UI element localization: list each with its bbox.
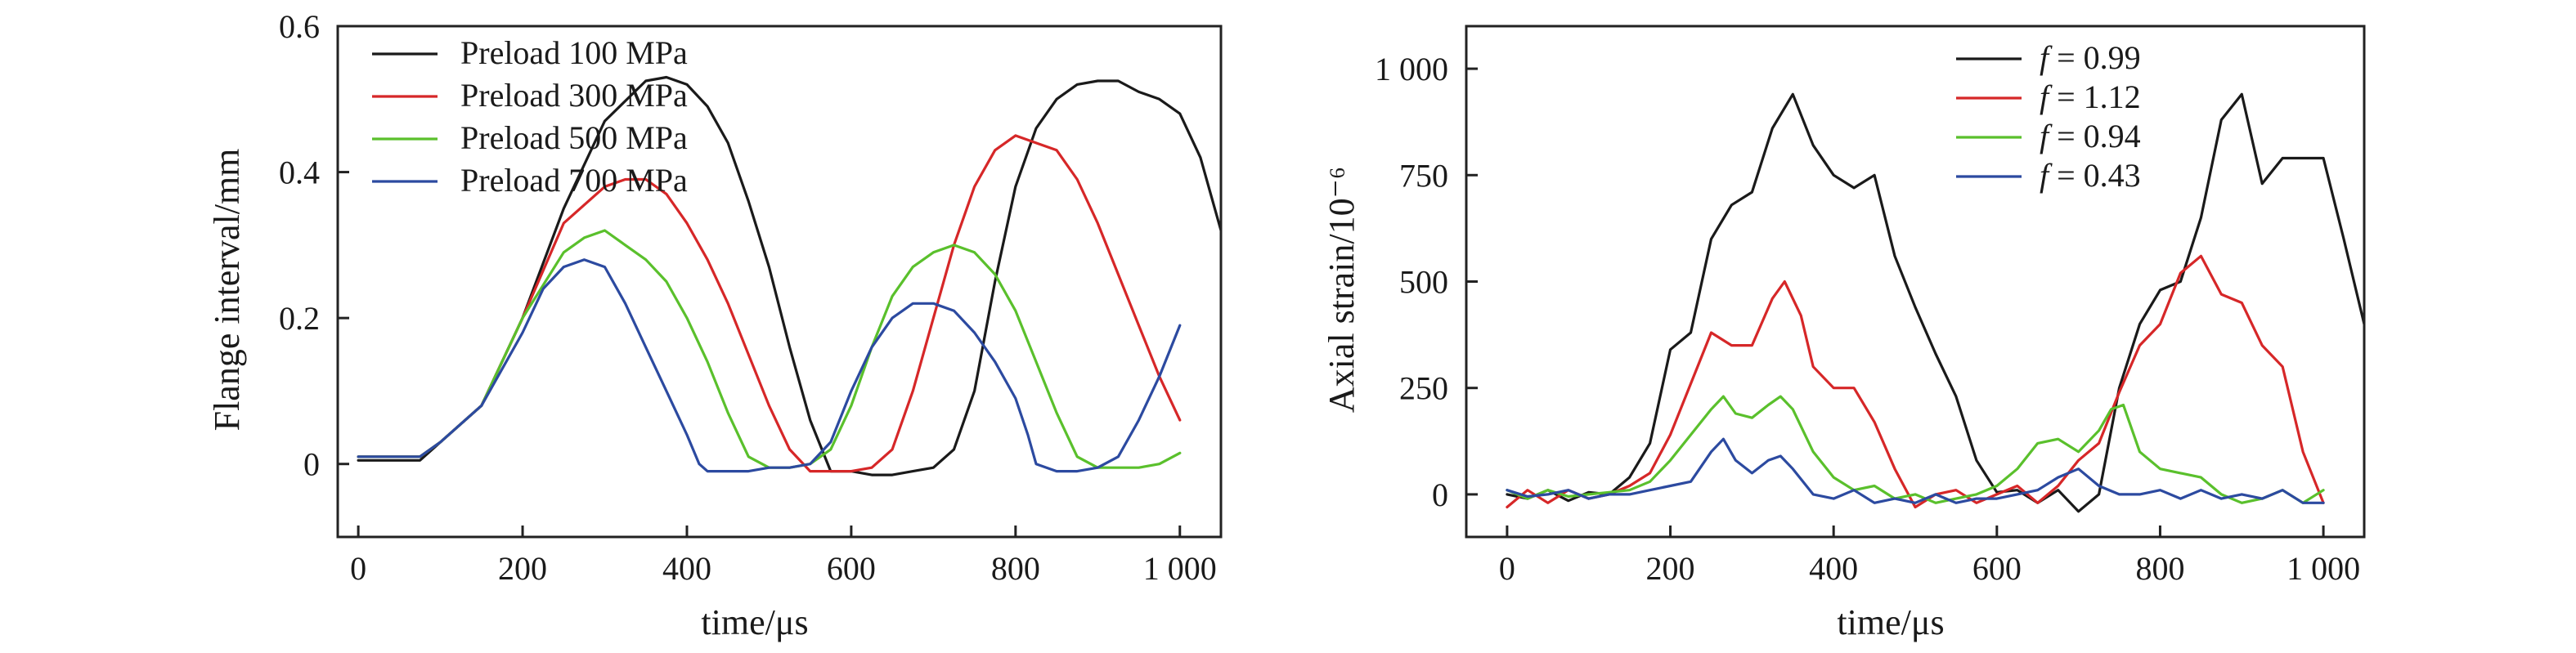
y-tick-label: 1 000	[1375, 51, 1448, 87]
x-tick-label: 1 000	[2287, 550, 2360, 587]
series-group	[357, 75, 1221, 476]
series-line-4	[1506, 437, 2325, 504]
x-tick-label: 200	[1646, 550, 1695, 587]
x-tick-label: 600	[1972, 550, 2022, 587]
series-group	[1506, 92, 2364, 513]
series-line-3	[1506, 395, 2325, 504]
series-line-1	[1506, 92, 2364, 513]
y-axis-label: Flange interval/mm	[207, 149, 247, 432]
x-tick-label: 600	[827, 550, 876, 587]
y-tick-label: 250	[1399, 370, 1448, 407]
x-tick-label: 1 000	[1143, 550, 1217, 587]
y-tick-label: 500	[1399, 264, 1448, 301]
series-line-2	[357, 134, 1182, 473]
legend-entry: f = 1.12	[2040, 78, 2141, 115]
x-tick-label: 800	[991, 550, 1040, 587]
x-tick-label: 800	[2135, 550, 2184, 587]
y-tick-label: 0.2	[279, 300, 320, 337]
x-axis-label: time/μs	[1837, 602, 1944, 642]
chart-panel-1: 0 200 400 600 800 1 000 0 0.2 0.4 0.6 time/μs Flang…	[207, 8, 1223, 642]
x-axis-label: time/μs	[701, 602, 808, 642]
legend-entry: f = 0.94	[2040, 118, 2141, 154]
plot-frame	[1465, 25, 2366, 539]
legend-entry: f = 0.99	[2040, 39, 2141, 76]
y-tick-label: 0.4	[279, 154, 320, 191]
chart-panel-2: 0 200 400 600 800 1 000 0 250 500 750 1 000 time/μs…	[1322, 25, 2366, 642]
legend-entry: Preload 300 MPa	[460, 77, 688, 114]
legend-entry: Preload 700 MPa	[460, 162, 688, 199]
legend: f = 0.99f = 1.12f = 0.94f = 0.43	[1956, 39, 2141, 194]
plot-frame	[336, 25, 1223, 539]
legend: Preload 100 MPa Preload 300 MPa Preload 50…	[372, 34, 688, 199]
y-tick-label: 0	[1432, 476, 1448, 513]
y-tick-label: 0.6	[279, 8, 320, 45]
legend-entry: Preload 500 MPa	[460, 119, 688, 156]
x-tick-label: 400	[662, 550, 711, 587]
series-line-4	[357, 258, 1182, 473]
x-tick-label: 200	[498, 550, 547, 587]
series-line-1	[357, 75, 1221, 476]
legend-entry: f = 0.43	[2040, 157, 2141, 194]
legend-entry: Preload 100 MPa	[460, 34, 688, 71]
y-tick-label: 750	[1399, 157, 1448, 194]
x-tick-label: 0	[1499, 550, 1515, 587]
y-tick-label: 0	[303, 446, 320, 483]
x-tick-label: 0	[350, 550, 366, 587]
series-line-2	[1506, 254, 2325, 509]
series-line-3	[357, 229, 1182, 469]
x-tick-label: 400	[1809, 550, 1858, 587]
y-axis-label: Axial strain/10⁻⁶	[1322, 167, 1362, 413]
